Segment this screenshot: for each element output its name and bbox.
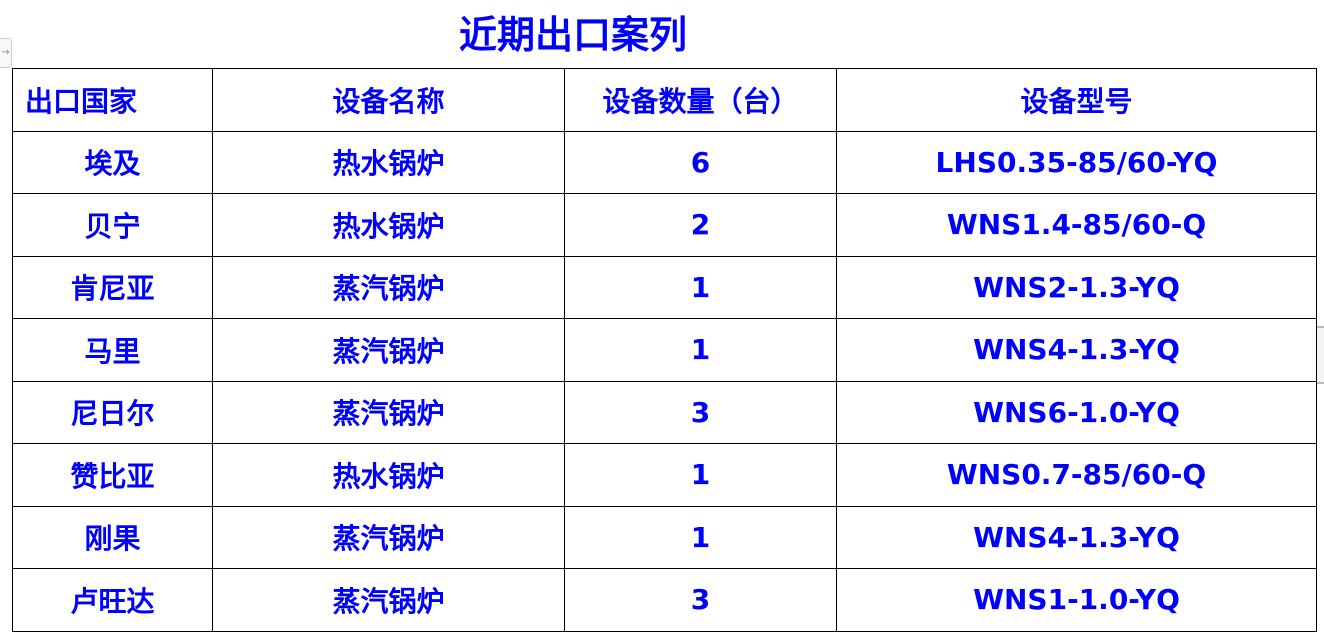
table-cell: 卢旺达 — [12, 568, 213, 632]
table-cell: WNS6-1.0-YQ — [836, 380, 1317, 444]
table-move-handle-icon[interactable]: → — [0, 38, 12, 68]
table-cell: 蒸汽锅炉 — [212, 255, 565, 319]
table-row: 尼日尔 蒸汽锅炉 3 WNS6-1.0-YQ — [12, 380, 1317, 444]
table-row: 卢旺达 蒸汽锅炉 3 WNS1-1.0-YQ — [12, 568, 1317, 632]
table-cell: 刚果 — [12, 505, 213, 569]
table-cell: 1 — [564, 505, 837, 569]
table-row: 马里 蒸汽锅炉 1 WNS4-1.3-YQ — [12, 318, 1317, 382]
table-cell: WNS1.4-85/60-Q — [836, 193, 1317, 257]
table-row: 赞比亚 热水锅炉 1 WNS0.7-85/60-Q — [12, 443, 1317, 507]
table-cell: LHS0.35-85/60-YQ — [836, 130, 1317, 194]
table-resize-handle[interactable] — [1317, 326, 1324, 384]
table-cell: 1 — [564, 318, 837, 382]
table-cell: WNS4-1.3-YQ — [836, 505, 1317, 569]
page-title: 近期出口案列 — [458, 13, 687, 57]
table-cell: 赞比亚 — [12, 443, 213, 507]
table-cell: 2 — [564, 193, 837, 257]
table-cell: 肯尼亚 — [12, 255, 213, 319]
table-cell: 蒸汽锅炉 — [212, 568, 565, 632]
column-header: 出口国家 — [12, 68, 213, 132]
column-header: 设备数量（台） — [564, 68, 837, 132]
table-cell: 6 — [564, 130, 837, 194]
table-cell: 马里 — [12, 318, 213, 382]
table-cell: 埃及 — [12, 130, 213, 194]
table-cell: 1 — [564, 255, 837, 319]
export-cases-table: 出口国家 设备名称 设备数量（台） 设备型号 埃及 热水锅炉 6 LHS0.35-85/60-… — [12, 68, 1317, 632]
table-cell: 热水锅炉 — [212, 193, 565, 257]
table-cell: 蒸汽锅炉 — [212, 318, 565, 382]
column-header: 设备型号 — [836, 68, 1317, 132]
table-cell: 1 — [564, 443, 837, 507]
table-cell: WNS1-1.0-YQ — [836, 568, 1317, 632]
table-cell: WNS4-1.3-YQ — [836, 318, 1317, 382]
column-header: 设备名称 — [212, 68, 565, 132]
table-cell: 蒸汽锅炉 — [212, 505, 565, 569]
table-row: 贝宁 热水锅炉 2 WNS1.4-85/60-Q — [12, 193, 1317, 257]
table-row: 埃及 热水锅炉 6 LHS0.35-85/60-YQ — [12, 130, 1317, 194]
table-cell: 3 — [564, 568, 837, 632]
table-cell: 热水锅炉 — [212, 443, 565, 507]
table-row: 刚果 蒸汽锅炉 1 WNS4-1.3-YQ — [12, 505, 1317, 569]
table-cell: 热水锅炉 — [212, 130, 565, 194]
table-cell: WNS2-1.3-YQ — [836, 255, 1317, 319]
table-cell: WNS0.7-85/60-Q — [836, 443, 1317, 507]
header-row: 出口国家 设备名称 设备数量（台） 设备型号 — [12, 68, 1317, 132]
table-row: 肯尼亚 蒸汽锅炉 1 WNS2-1.3-YQ — [12, 255, 1317, 319]
table-cell: 尼日尔 — [12, 380, 213, 444]
table-cell: 3 — [564, 380, 837, 444]
table-cell: 蒸汽锅炉 — [212, 380, 565, 444]
table-cell: 贝宁 — [12, 193, 213, 257]
